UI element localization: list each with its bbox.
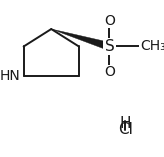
Polygon shape xyxy=(51,29,111,50)
Text: O: O xyxy=(104,14,115,28)
Text: HN: HN xyxy=(0,69,21,83)
Text: CH₃: CH₃ xyxy=(140,40,164,54)
Text: H: H xyxy=(120,116,131,131)
Text: Cl: Cl xyxy=(118,122,133,137)
Text: O: O xyxy=(104,65,115,79)
Text: S: S xyxy=(105,39,114,54)
